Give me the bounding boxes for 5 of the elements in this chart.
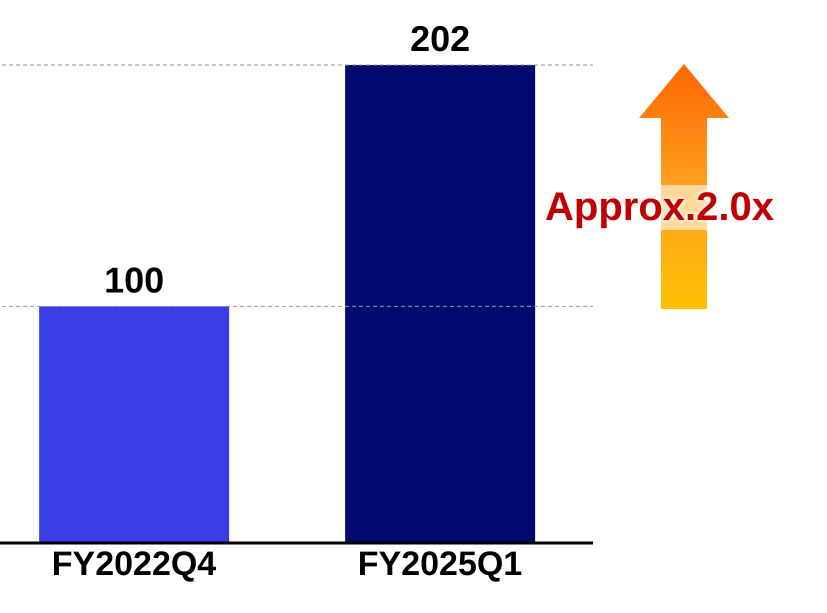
annotation: Approx.2.0x: [545, 185, 774, 230]
x-tick-label: FY2025Q1: [358, 545, 522, 584]
data-label: 202: [410, 18, 470, 59]
data-label: 100: [104, 259, 164, 300]
x-tick-label: FY2022Q4: [52, 545, 216, 584]
